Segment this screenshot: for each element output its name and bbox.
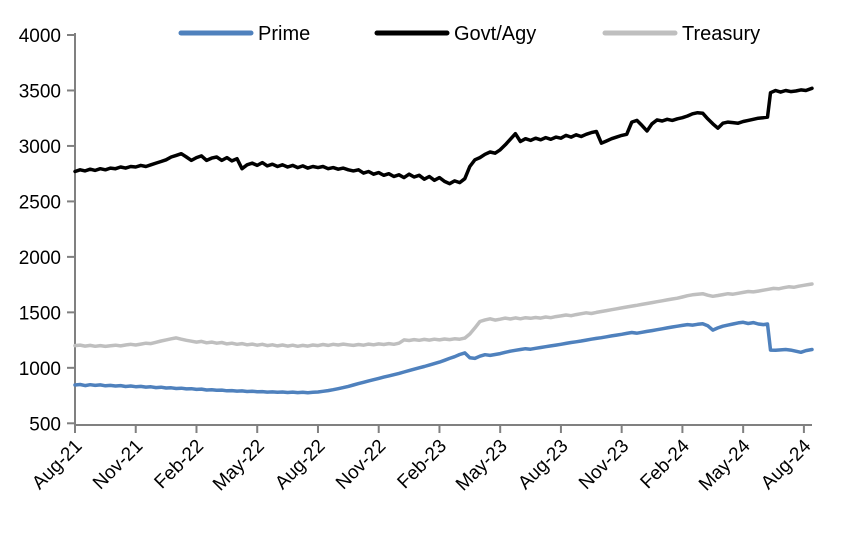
x-tick-label: Aug-21 [28,436,86,494]
x-tick-label: May-24 [695,435,755,495]
legend-label-govt-agy: Govt/Agy [454,23,536,45]
chart-legend: Prime Govt/Agy Treasury [178,23,760,45]
y-tick-label: 2500 [19,192,61,213]
series-line-govt-agy [73,86,814,186]
x-tick-label: Feb-23 [394,436,451,493]
y-tick-label: 2000 [19,248,61,269]
y-tick-label: 500 [29,414,61,435]
x-tick-label: Nov-21 [89,436,147,494]
legend-label-treasury: Treasury [682,23,760,45]
data-series [73,86,814,395]
x-tick-label: Aug-24 [757,435,815,493]
y-tick-label: 3000 [19,137,61,158]
x-tick-label: Feb-24 [637,435,695,493]
x-tick-label: May-22 [209,436,269,496]
legend-label-prime: Prime [258,23,310,45]
series-line-prime [73,320,814,395]
series-line-treasury [73,282,814,349]
y-tick-label: 4000 [19,26,61,47]
y-tick-label: 3500 [19,81,61,102]
x-tick-label: Nov-22 [332,436,390,494]
x-tick-label: Feb-22 [151,436,208,493]
x-tick-label: Aug-22 [271,436,329,494]
x-tick-label: Nov-23 [575,436,633,494]
y-tick-label: 1000 [19,359,61,380]
x-tick-label: May-23 [452,436,512,496]
y-tick-label: 1500 [19,303,61,324]
x-tick-label: Aug-23 [514,436,572,494]
